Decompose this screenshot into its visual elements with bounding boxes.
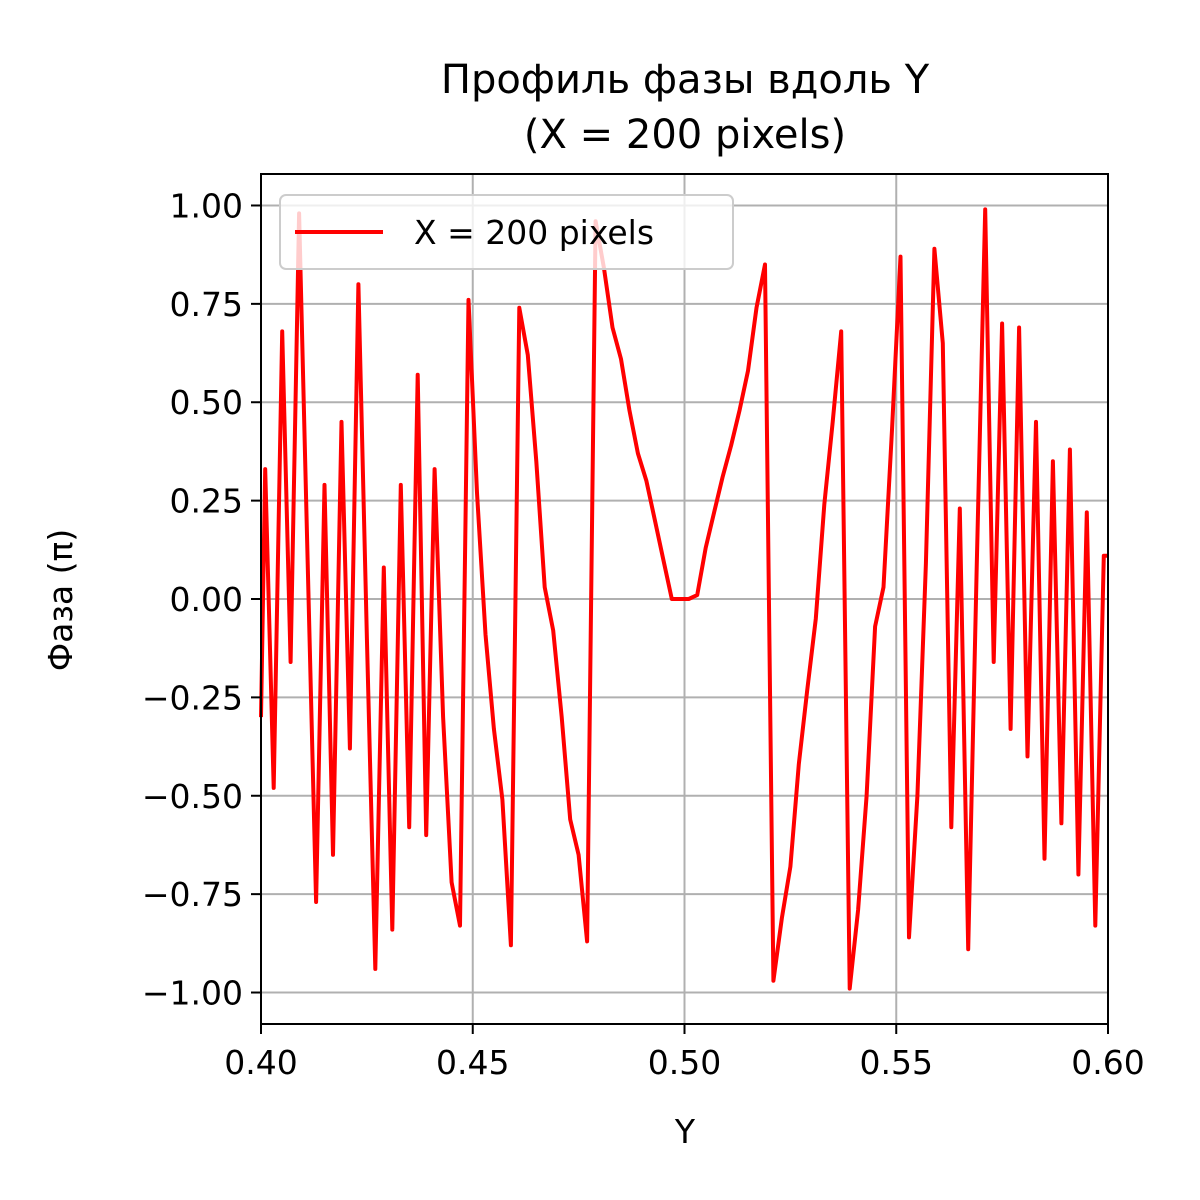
y-tick-label: 0.75	[170, 285, 243, 324]
y-tick-label: 0.00	[170, 580, 243, 619]
y-tick-label: −0.25	[142, 678, 243, 717]
y-tick-label: −1.00	[142, 974, 243, 1013]
legend-box	[279, 194, 734, 270]
x-tick-label: 0.50	[648, 1043, 721, 1082]
x-tick-label: 0.60	[1071, 1043, 1144, 1082]
y-axis-label: Фаза (π)	[41, 529, 80, 672]
x-tick-label: 0.55	[860, 1043, 933, 1082]
y-tick-label: −0.50	[142, 777, 243, 816]
y-tick-label: 0.50	[170, 383, 243, 422]
x-axis-label: Y	[674, 1112, 696, 1151]
legend: X = 200 pixels	[279, 194, 734, 270]
y-tick-label: −0.75	[142, 875, 243, 914]
y-tick-label: 0.25	[170, 482, 243, 521]
series-line	[259, 207, 1108, 991]
chart-title-line-2: (X = 200 pixels)	[524, 112, 846, 158]
axis-ticks: 0.40 0.45 0.50 0.55 0.60 1.00 0.75 0.50 0.25 0.00…	[142, 186, 1145, 1082]
chart-title-line-1: Профиль фазы вдоль Y	[441, 57, 930, 103]
x-tick-label: 0.40	[224, 1043, 297, 1082]
y-tick-label: 1.00	[170, 186, 243, 225]
x-tick-label: 0.45	[436, 1043, 509, 1082]
legend-label: X = 200 pixels	[414, 213, 654, 252]
series-layer	[259, 207, 1108, 991]
